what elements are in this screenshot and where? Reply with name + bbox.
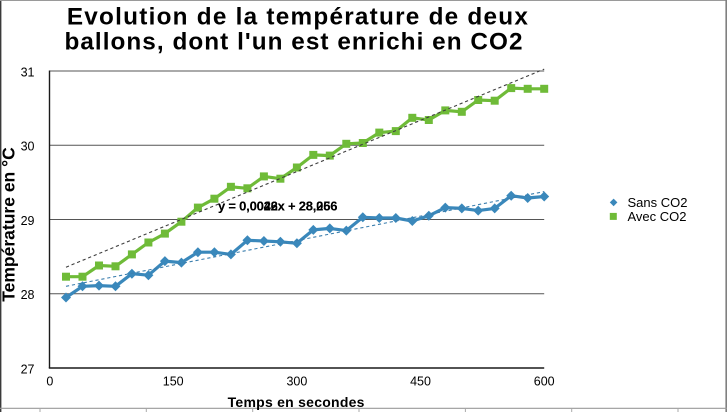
svg-text:Evolution de la température de: Evolution de la température de deux [67,3,529,30]
svg-text:y = 0,0022x + 28,056: y = 0,0022x + 28,056 [218,198,337,213]
svg-text:ballons, dont l'un est enrichi: ballons, dont l'un est enrichi en CO2 [64,28,523,55]
svg-text:27: 27 [21,362,35,376]
svg-text:Avec CO2: Avec CO2 [628,209,687,224]
svg-text:300: 300 [286,374,307,388]
svg-text:31: 31 [21,65,35,79]
svg-text:600: 600 [534,374,555,388]
svg-text:29: 29 [21,214,35,228]
svg-text:150: 150 [163,374,184,388]
svg-text:28: 28 [21,288,35,302]
svg-text:Température en °C: Température en °C [0,147,19,302]
svg-text:Temps en secondes: Temps en secondes [228,394,365,410]
svg-text:0: 0 [46,374,53,388]
svg-text:450: 450 [410,374,431,388]
svg-text:Sans CO2: Sans CO2 [628,195,688,210]
svg-text:y = 0,0046x + 28,266: y = 0,0046x + 28,266 [218,198,337,213]
svg-text:30: 30 [21,140,35,154]
